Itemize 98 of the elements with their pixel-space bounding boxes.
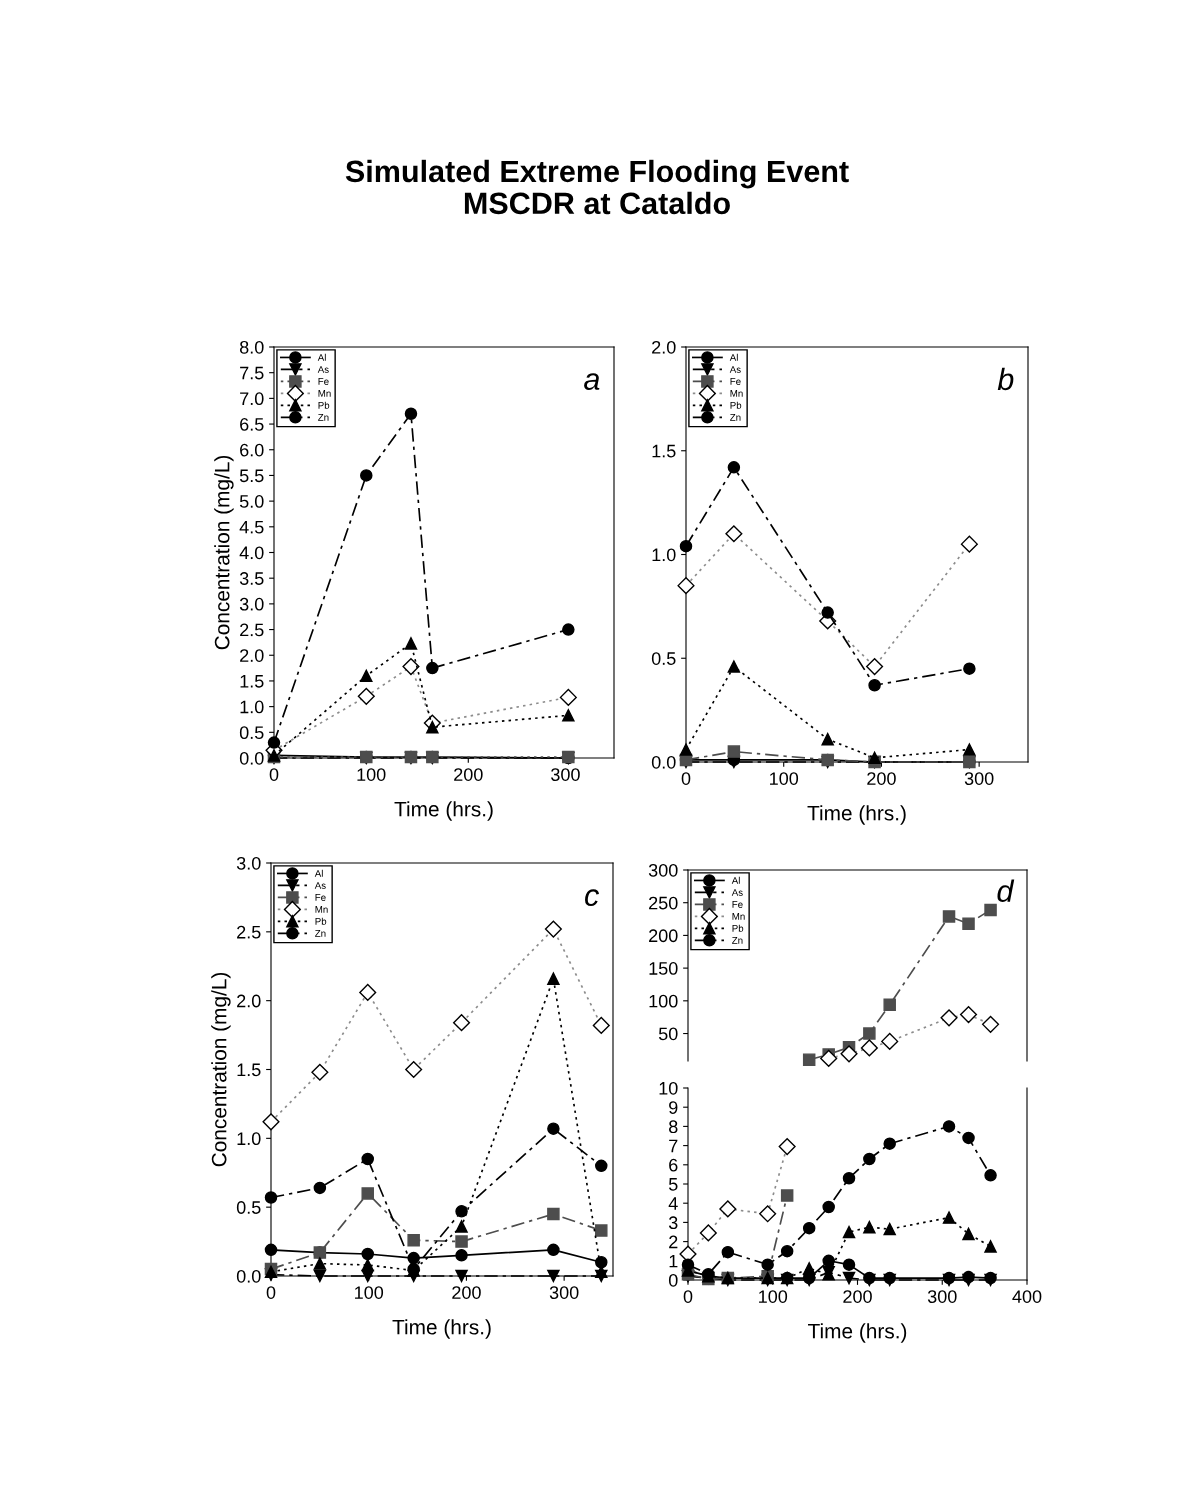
y-tick-label: 0 [668, 1273, 678, 1287]
x-tick-label: 100 [355, 1286, 384, 1299]
x-tick-label: 0 [683, 1290, 693, 1303]
y-tick-label: 0.5 [239, 726, 264, 740]
legend-label: As [314, 882, 326, 889]
y-tick-label: 0.0 [239, 751, 264, 765]
x-axis-title: Time (hrs.) [394, 801, 493, 821]
legend-label: Pb [732, 924, 744, 932]
y-tick-label: 300 [648, 863, 678, 877]
x-tick-label: 100 [770, 772, 799, 785]
y-tick-label: 0.5 [236, 1201, 261, 1214]
y-tick-label: 4 [668, 1197, 678, 1210]
x-tick-label: 300 [927, 1290, 957, 1303]
y-tick-label: 250 [649, 896, 678, 910]
legend-label: Fe [730, 378, 741, 385]
legend-label: Zn [732, 937, 743, 944]
y-axis-title: Concentration (mg/L) [214, 455, 234, 650]
y-tick-label: 1.5 [240, 675, 264, 688]
legend-label: Fe [732, 901, 743, 908]
legend-label: Pb [315, 917, 327, 925]
y-tick-label: 7.0 [240, 392, 264, 406]
legend-label: Mn [732, 913, 745, 920]
y-tick-label: 0.5 [651, 652, 676, 665]
y-tick-label: 5 [668, 1178, 678, 1191]
y-tick-label: 50 [658, 1027, 678, 1041]
y-tick-label: 7 [669, 1139, 678, 1153]
legend-label: Pb [318, 401, 330, 409]
legend-label: Al [314, 869, 323, 877]
legend-label: Al [317, 353, 326, 361]
y-tick-label: 1 [669, 1254, 678, 1268]
y-tick-label: 10 [659, 1081, 678, 1095]
x-tick-label: 400 [1012, 1290, 1042, 1303]
y-tick-label: 6 [669, 1158, 678, 1172]
x-tick-label: 0 [269, 768, 279, 781]
y-tick-label: 2.5 [237, 925, 261, 939]
y-tick-label: 3.0 [236, 856, 261, 870]
legend-label: Zn [315, 930, 326, 937]
x-tick-label: 200 [843, 1290, 872, 1303]
x-tick-label: 300 [964, 772, 994, 785]
x-axis-title: Time (hrs.) [807, 805, 906, 825]
y-tick-label: 1.0 [237, 1132, 261, 1146]
legend-label: Pb [730, 401, 742, 409]
legend-label: Zn [730, 414, 741, 421]
y-tick-label: 5.5 [239, 469, 264, 483]
y-tick-label: 2.0 [240, 649, 264, 662]
y-axis-title: Concentration (mg/L) [211, 972, 231, 1167]
legend-label: Fe [315, 894, 326, 901]
y-tick-label: 3.5 [239, 572, 264, 585]
y-tick-label: 1.0 [240, 700, 264, 714]
annotation: c [585, 889, 599, 907]
y-tick-label: 1.0 [652, 548, 676, 562]
legend-label: Al [731, 876, 740, 884]
y-tick-label: 5.0 [239, 495, 264, 508]
x-tick-label: 100 [759, 1290, 788, 1303]
y-tick-label: 6.0 [240, 443, 264, 457]
x-tick-label: 200 [452, 1286, 481, 1299]
legend-label: As [729, 366, 741, 373]
annotation: a [584, 373, 600, 390]
legend-label: Mn [730, 390, 743, 397]
y-tick-label: 2.0 [652, 340, 676, 354]
y-tick-label: 4.5 [239, 520, 264, 534]
y-tick-label: 4.0 [239, 546, 264, 560]
x-axis-title: Time (hrs.) [392, 1319, 491, 1339]
annotation: d [997, 879, 1015, 903]
y-tick-label: 0.0 [651, 755, 676, 769]
y-tick-label: 2.5 [240, 623, 264, 637]
y-tick-label: 7.5 [240, 366, 264, 380]
y-tick-label: 200 [649, 929, 678, 943]
y-tick-label: 150 [649, 962, 678, 975]
y-tick-label: 9 [669, 1101, 678, 1114]
y-tick-label: 8.0 [239, 340, 264, 354]
y-tick-label: 2.0 [237, 994, 261, 1008]
y-tick-label: 6.5 [240, 418, 264, 431]
legend-label: Fe [318, 378, 329, 385]
y-tick-label: 0.0 [236, 1269, 261, 1283]
x-tick-label: 0 [266, 1286, 276, 1299]
legend-label: As [317, 366, 329, 373]
x-tick-label: 0 [681, 772, 691, 785]
x-tick-label: 200 [454, 768, 483, 781]
y-tick-label: 1.5 [237, 1063, 261, 1077]
legend-label: Al [729, 353, 738, 361]
y-tick-label: 100 [649, 994, 678, 1008]
y-tick-label: 3.0 [239, 597, 264, 611]
x-tick-label: 200 [867, 772, 896, 785]
x-axis-title: Time (hrs.) [808, 1323, 907, 1343]
y-tick-label: 1.5 [652, 444, 676, 458]
x-tick-label: 300 [549, 1286, 579, 1299]
legend-label: Zn [318, 414, 329, 421]
legend-label: Mn [318, 390, 331, 397]
x-tick-label: 300 [551, 768, 580, 781]
chart-title: Simulated Extreme Flooding Event MSCDR at Cataldo [345, 159, 849, 215]
y-tick-label: 8 [669, 1120, 678, 1134]
legend-label: Mn [315, 906, 328, 913]
legend-label: As [731, 889, 743, 896]
annotation: b [997, 367, 1014, 391]
y-tick-label: 3 [668, 1216, 678, 1230]
x-tick-label: 100 [357, 768, 386, 781]
y-tick-label: 2 [669, 1235, 678, 1249]
